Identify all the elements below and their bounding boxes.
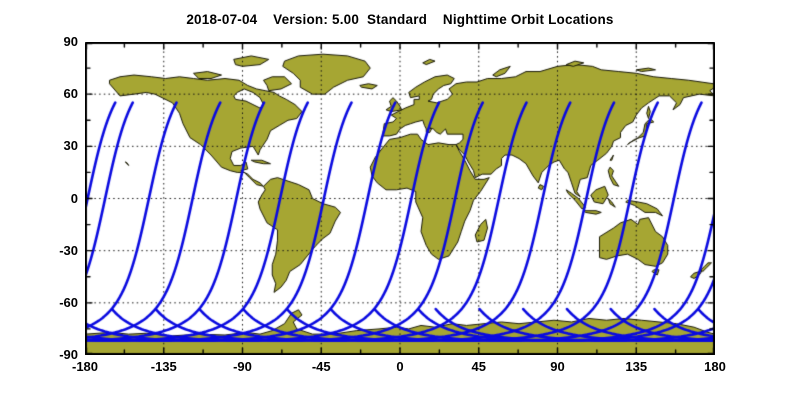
y-axis-tick-label: 30 xyxy=(63,138,78,154)
x-axis-tick-label: -180 xyxy=(71,359,99,374)
x-axis-tick-label: 135 xyxy=(625,359,648,374)
x-axis-tick-label: -45 xyxy=(311,359,331,374)
orbit-map-canvas xyxy=(85,42,715,355)
y-axis-tick-label: 0 xyxy=(70,190,78,206)
y-axis-tick-label: -30 xyxy=(59,242,78,258)
x-axis-tick-label: 45 xyxy=(471,359,486,374)
y-axis-tick-label: 60 xyxy=(63,86,78,102)
y-axis-tick-label: -90 xyxy=(59,347,78,362)
y-axis-tick-label: 90 xyxy=(63,34,78,49)
y-axis-tick-label: -60 xyxy=(59,294,78,310)
x-axis-tick-label: 0 xyxy=(396,359,404,374)
figure-title: 2018-07-04 Version: 5.00 Standard Nightt… xyxy=(186,12,614,27)
x-axis-tick-label: 180 xyxy=(704,359,726,374)
x-axis-tick-label: -135 xyxy=(150,359,177,374)
x-axis-tick-label: 90 xyxy=(550,359,565,374)
plot-area xyxy=(85,42,715,355)
x-axis-tick-label: -90 xyxy=(233,359,252,374)
